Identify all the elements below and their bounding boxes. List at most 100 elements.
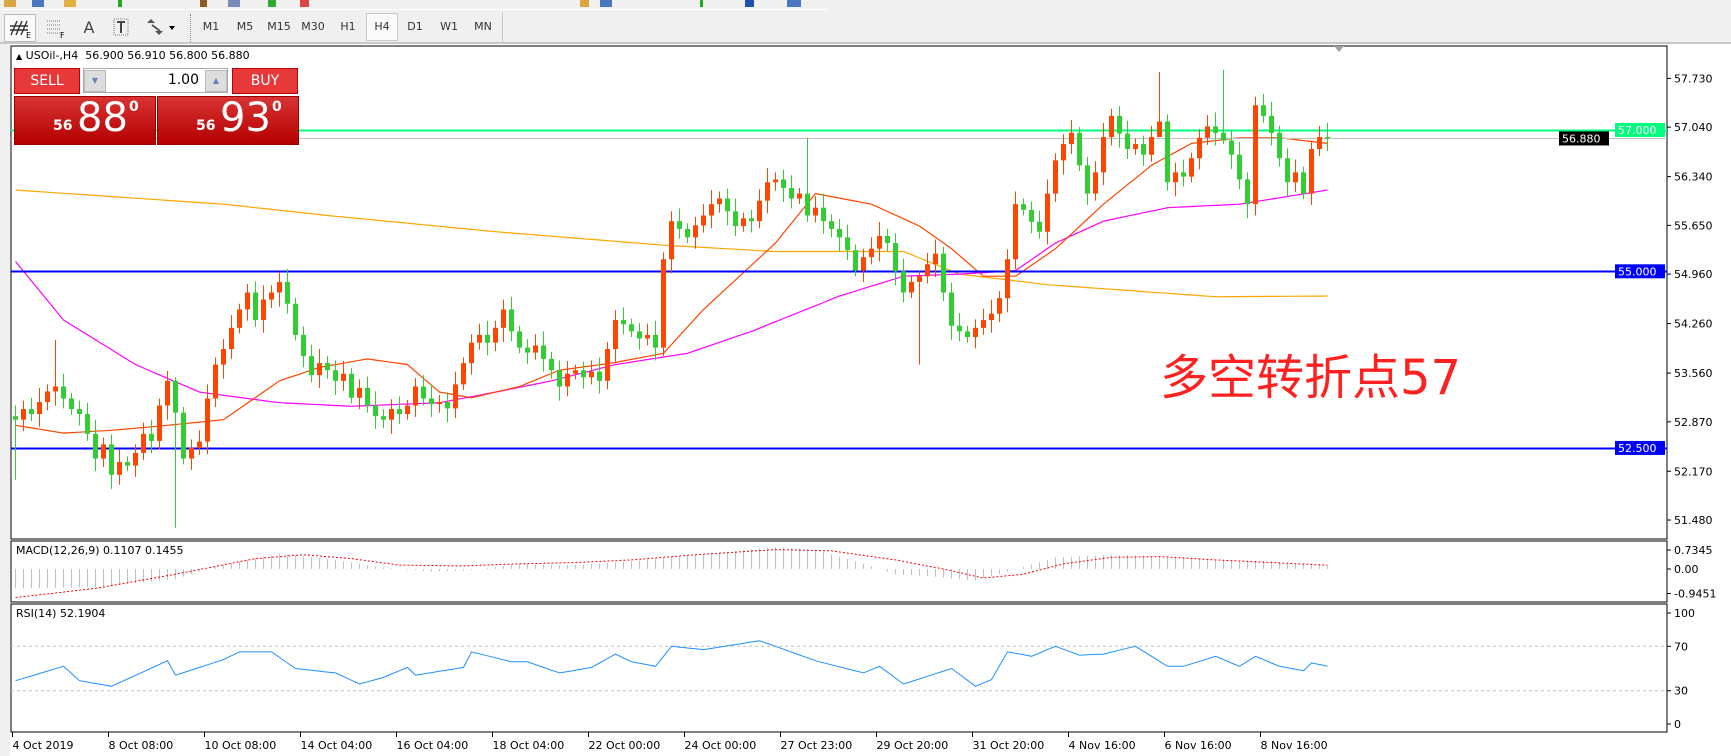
buy-price-fraction: 0 (272, 99, 282, 115)
timeframe-h1[interactable]: H1 (340, 20, 356, 33)
level-price-label: 57.000 (1618, 124, 1657, 137)
time-axis-label: 27 Oct 23:00 (781, 739, 853, 752)
candle-body (461, 363, 466, 385)
candle-body (1157, 121, 1162, 138)
candle-body (405, 405, 410, 415)
candle-body (77, 409, 82, 415)
timeframe-w1[interactable]: W1 (440, 20, 458, 33)
candle-body (397, 409, 402, 415)
tile-icon[interactable] (600, 0, 612, 7)
candle-body (893, 243, 898, 272)
chart-window[interactable] (10, 44, 1731, 756)
expert-advisor-icon[interactable]: E (4, 14, 36, 42)
period-separators-icon[interactable]: F (42, 14, 68, 40)
crosshair-icon[interactable] (700, 0, 703, 7)
new-order-icon[interactable] (118, 0, 122, 7)
candle-body (725, 198, 730, 212)
timeframe-mn[interactable]: MN (474, 20, 492, 33)
price-axis-label: 57.730 (1674, 72, 1713, 85)
zoom-in-icon[interactable] (580, 0, 589, 7)
timeframe-m15[interactable]: M15 (267, 20, 291, 33)
svg-text:E: E (26, 31, 31, 39)
price-axis-label: 54.960 (1674, 268, 1713, 281)
new-chart-icon[interactable] (4, 0, 16, 7)
macd-axis-label: -0.9451 (1674, 587, 1716, 600)
chart-shift-marker-icon[interactable] (1334, 46, 1344, 52)
candle-body (1005, 259, 1010, 299)
candle-body (629, 324, 634, 332)
zoom-icon[interactable] (64, 0, 76, 7)
candle-body (957, 325, 962, 332)
toolbar-separator (502, 12, 503, 42)
candle-body (1061, 144, 1066, 161)
candle-body (13, 416, 18, 420)
annotation-text: 多空转折点57 (1160, 350, 1462, 406)
candle-body (1181, 172, 1186, 177)
candle-body (109, 444, 114, 475)
candle-body (821, 207, 826, 222)
periods-icon[interactable] (787, 0, 801, 7)
candle-body (341, 373, 346, 381)
time-axis-label: 29 Oct 20:00 (877, 739, 949, 752)
timeframe-h4[interactable]: H4 (366, 13, 398, 41)
candle-body (1101, 137, 1106, 173)
collapse-triangle-icon[interactable]: ▲ (16, 52, 23, 61)
timeframe-d1[interactable]: D1 (407, 20, 423, 33)
profiles-icon[interactable] (32, 0, 44, 7)
lot-size-stepper[interactable]: ▼ 1.00 ▲ (83, 68, 228, 93)
text-tool-icon[interactable]: A (83, 17, 95, 37)
timeframe-m5[interactable]: M5 (236, 20, 254, 33)
candle-body (613, 320, 618, 350)
candle-body (61, 386, 66, 399)
level-price-tag (1559, 131, 1609, 146)
sell-price-button[interactable]: 56 88 0 (14, 95, 156, 145)
candle-body (653, 334, 658, 348)
price-axis-label: 57.040 (1674, 121, 1713, 134)
sell-price-pips: 88 (77, 95, 128, 141)
candle-body (205, 398, 210, 442)
time-axis-label: 8 Nov 16:00 (1261, 739, 1328, 752)
candle-body (949, 292, 954, 326)
buy-button[interactable]: BUY (232, 68, 298, 94)
candle-body (1197, 137, 1202, 159)
candle-body (189, 447, 194, 459)
candle-body (1013, 204, 1018, 260)
candle-body (1325, 137, 1330, 139)
candle-body (557, 370, 562, 387)
timeframe-m1[interactable]: M1 (202, 20, 220, 33)
candle-body (685, 228, 690, 238)
price-axis-label: 53.560 (1674, 367, 1713, 380)
candle-body (605, 349, 610, 381)
sell-button[interactable]: SELL (14, 68, 80, 94)
candle-body (101, 444, 106, 459)
price-axis-label: 55.650 (1674, 219, 1713, 232)
candle-body (765, 182, 770, 201)
candle-body (645, 334, 650, 339)
bar-chart-icon[interactable] (228, 0, 240, 7)
standard-toolbar (0, 0, 828, 10)
timeframe-m30[interactable]: M30 (301, 20, 325, 33)
lot-decrease-button[interactable]: ▼ (84, 70, 106, 92)
macd-pane-frame (10, 540, 1668, 603)
lot-increase-button[interactable]: ▲ (205, 70, 227, 92)
line-chart-icon[interactable] (300, 0, 309, 7)
buy-price-button[interactable]: 56 93 0 (157, 95, 299, 145)
macd-signal-line (15, 549, 1328, 598)
candles-icon[interactable] (268, 0, 276, 7)
lot-size-input[interactable]: 1.00 (167, 72, 199, 88)
text-label-icon[interactable] (110, 14, 132, 40)
candle-body (373, 405, 378, 417)
candle-body (965, 331, 970, 338)
candle-body (1141, 144, 1146, 155)
sell-price-prefix: 56 (53, 118, 73, 134)
candle-body (213, 364, 218, 399)
candle-body (1093, 172, 1098, 194)
rsi-pane-frame (10, 603, 1668, 733)
arrows-dropdown-icon[interactable] (144, 14, 178, 40)
templates-icon[interactable] (745, 0, 754, 7)
chart-header: ▲ USOil-,H4 56.900 56.910 56.800 56.880 (16, 49, 250, 62)
autotrading-icon[interactable] (200, 0, 207, 7)
candle-body (661, 259, 666, 348)
candle-body (45, 391, 50, 403)
